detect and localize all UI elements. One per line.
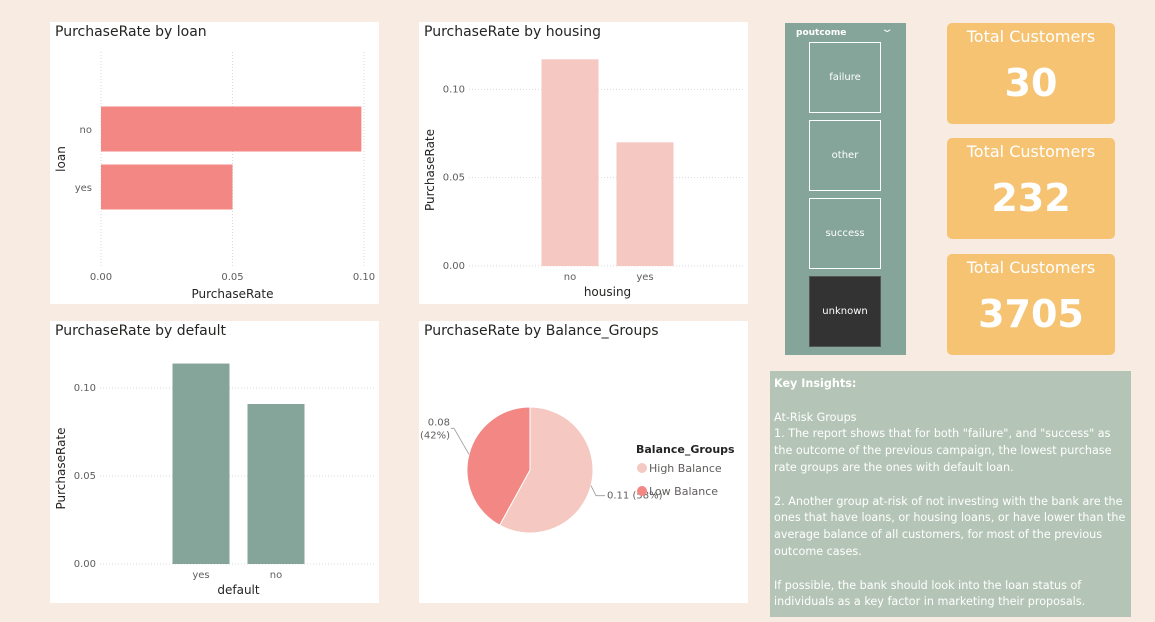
- pie-data-label: 0.08: [428, 417, 450, 428]
- legend-title: Balance_Groups: [636, 443, 735, 456]
- default-chart: 0.00 0.05 0.10 yes no default PurchaseRate: [54, 363, 376, 597]
- loan-chart-card: PurchaseRate by loan 0.00 0.05 0.10 no yes Pu…: [50, 22, 379, 304]
- balance-chart-title: PurchaseRate by Balance_Groups: [424, 323, 659, 339]
- x-tick-label: no: [270, 570, 282, 581]
- x-tick-label: 0.05: [221, 272, 243, 283]
- loan-chart-title: PurchaseRate by loan: [55, 24, 207, 40]
- slicer-option-label: success: [825, 228, 865, 239]
- x-tick-label: no: [564, 272, 576, 283]
- y-axis-label: PurchaseRate: [54, 427, 68, 509]
- y-tick-label: 0.10: [74, 383, 96, 394]
- y-tick-label: 0.05: [443, 173, 465, 184]
- legend-marker: [637, 486, 647, 496]
- y-tick-label: 0.10: [443, 84, 465, 95]
- poutcome-slicer[interactable]: poutcome ⌄ failure other success unknown: [785, 23, 906, 355]
- kpi-label: Total Customers: [966, 142, 1096, 161]
- insights-spacer: [774, 561, 1127, 578]
- bar: [101, 164, 233, 210]
- bar: [541, 59, 599, 266]
- slicer-option-failure[interactable]: failure: [809, 42, 881, 113]
- slicer-title: poutcome: [796, 28, 847, 38]
- slicer-option-label: failure: [829, 72, 861, 83]
- kpi-value: 3705: [978, 292, 1084, 336]
- x-tick-label: 0.00: [90, 272, 112, 283]
- insights-subheading: At-Risk Groups: [774, 410, 857, 424]
- y-tick-label: yes: [75, 183, 92, 194]
- insights-spacer: [774, 477, 1127, 494]
- pie-data-label: 0.11 (58%): [607, 491, 663, 502]
- pie-slice: [498, 406, 594, 534]
- bar: [172, 363, 230, 564]
- slicer-option-success[interactable]: success: [809, 198, 881, 269]
- x-tick-label: yes: [192, 570, 209, 581]
- legend-marker: [637, 463, 647, 473]
- slicer-option-other[interactable]: other: [809, 120, 881, 191]
- x-axis-label: PurchaseRate: [191, 287, 273, 301]
- insights-point-3: If possible, the bank should look into t…: [774, 578, 1086, 609]
- housing-chart: 0.00 0.05 0.10 no yes housing PurchaseRate: [423, 59, 745, 299]
- insights-spacer: [774, 393, 1127, 410]
- default-chart-title: PurchaseRate by default: [55, 323, 227, 339]
- x-tick-label: 0.10: [353, 272, 375, 283]
- slicer-option-label: unknown: [822, 306, 868, 317]
- x-tick-label: yes: [636, 272, 653, 283]
- chevron-down-icon[interactable]: ⌄: [880, 24, 894, 35]
- bar: [247, 403, 305, 564]
- kpi-card-total-customers-2: Total Customers 232: [947, 138, 1115, 239]
- pie-label-leader: [450, 427, 470, 455]
- legend-label: High Balance: [649, 462, 722, 475]
- slicer-option-label: other: [831, 150, 859, 161]
- balance-chart-card: PurchaseRate by Balance_Groups 0.11 (58%…: [419, 321, 748, 603]
- housing-chart-card: PurchaseRate by housing 0.00 0.05 0.10 no ye…: [419, 22, 748, 304]
- insights-heading: Key Insights:: [774, 377, 857, 390]
- housing-chart-title: PurchaseRate by housing: [424, 24, 602, 40]
- insights-point-2: 2. Another group at-risk of not investin…: [774, 494, 1126, 558]
- y-tick-label: 0.00: [74, 559, 96, 570]
- pie-label-leader: [590, 485, 606, 497]
- slicer-option-unknown[interactable]: unknown: [809, 276, 881, 347]
- y-axis-label: PurchaseRate: [423, 129, 437, 211]
- y-axis-label: loan: [54, 146, 68, 172]
- legend-label: Low Balance: [649, 485, 718, 498]
- bar: [101, 106, 362, 152]
- kpi-card-total-customers-1: Total Customers 30: [947, 23, 1115, 124]
- pie-data-label: (42%): [420, 430, 450, 441]
- kpi-label: Total Customers: [966, 258, 1096, 277]
- default-chart-card: PurchaseRate by default 0.00 0.05 0.10 yes n…: [50, 321, 379, 603]
- x-axis-label: default: [217, 583, 260, 597]
- insights-point-1: 1. The report shows that for both "failu…: [774, 427, 1112, 474]
- y-tick-label: no: [80, 125, 92, 136]
- bar: [616, 142, 674, 266]
- kpi-value: 30: [1004, 61, 1058, 105]
- kpi-label: Total Customers: [966, 27, 1096, 46]
- kpi-value: 232: [991, 176, 1071, 220]
- balance-chart: 0.11 (58%) 0.08 (42%) Balance_Groups High Ba…: [420, 406, 735, 534]
- key-insights-box: Key Insights: At-Risk Groups 1. The repo…: [770, 371, 1131, 617]
- loan-chart: 0.00 0.05 0.10 no yes PurchaseRate loan: [54, 52, 375, 301]
- y-tick-label: 0.05: [74, 471, 96, 482]
- y-tick-label: 0.00: [443, 261, 465, 272]
- pie-slice: [466, 406, 531, 526]
- kpi-card-total-customers-3: Total Customers 3705: [947, 254, 1115, 355]
- x-axis-label: housing: [584, 285, 631, 299]
